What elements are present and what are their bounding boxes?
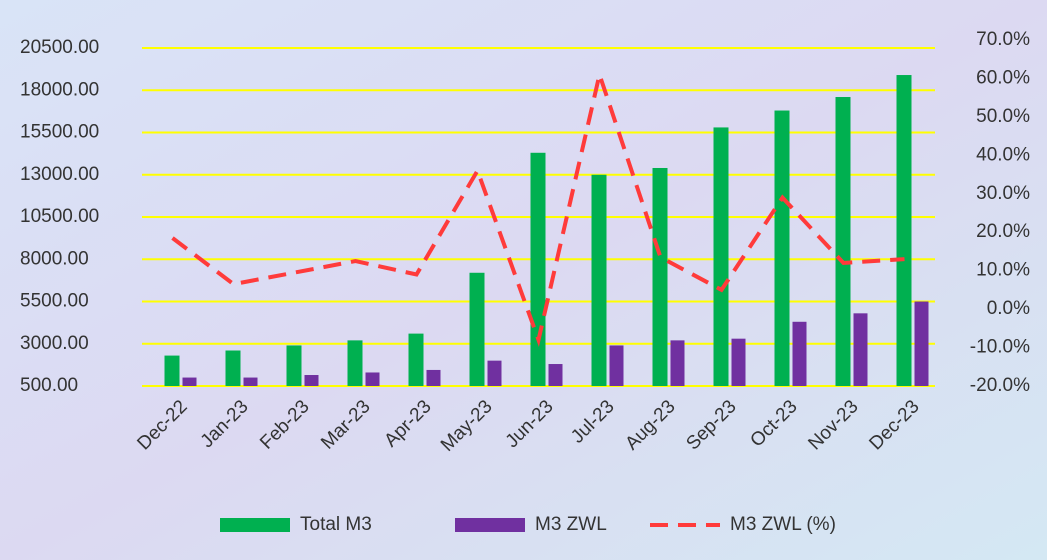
y2-tick-label: 0.0% (987, 298, 1030, 319)
y2-tick-label: 40.0% (976, 144, 1030, 165)
y2-tick-label: 30.0% (976, 183, 1030, 204)
bar (408, 333, 424, 386)
bar (835, 97, 851, 386)
y2-tick-label: 60.0% (976, 67, 1030, 88)
y-tick-label: 18000.00 (20, 79, 99, 100)
bar (609, 345, 624, 386)
bar (469, 272, 485, 386)
bar (286, 345, 302, 386)
y2-tick-label: -10.0% (970, 337, 1030, 358)
y2-tick-label: -20.0% (970, 375, 1030, 396)
bar (487, 360, 502, 386)
bar (713, 127, 729, 387)
bar (652, 167, 668, 386)
bar (164, 355, 180, 386)
y-tick-label: 13000.00 (20, 164, 99, 185)
bar (225, 350, 241, 386)
legend-swatch (455, 518, 525, 532)
bar (182, 377, 197, 386)
bar (853, 313, 868, 386)
y2-tick-label: 70.0% (976, 29, 1030, 50)
bar (731, 338, 746, 386)
y-tick-label: 8000.00 (20, 248, 89, 269)
y-tick-label: 5500.00 (20, 291, 89, 312)
y-tick-label: 3000.00 (20, 333, 89, 354)
bar (914, 301, 929, 386)
bar (896, 75, 912, 386)
bar (347, 340, 363, 386)
legend-label: Total M3 (300, 514, 372, 535)
legend-label: M3 ZWL (%) (730, 514, 836, 535)
y-tick-label: 20500.00 (20, 37, 99, 58)
bar (243, 377, 258, 386)
legend-label: M3 ZWL (535, 514, 607, 535)
bar (670, 340, 685, 386)
bar (548, 364, 563, 386)
bar (426, 369, 441, 386)
bar (530, 152, 546, 386)
bar (792, 321, 807, 386)
bar (774, 110, 790, 386)
y-tick-label: 500.00 (20, 375, 78, 396)
bar (591, 174, 607, 386)
y-tick-label: 10500.00 (20, 206, 99, 227)
y2-tick-label: 10.0% (976, 260, 1030, 281)
bar (304, 375, 319, 386)
y-tick-label: 15500.00 (20, 122, 99, 143)
line (171, 67, 905, 347)
bar (365, 372, 380, 386)
y2-tick-label: 20.0% (976, 221, 1030, 242)
y2-tick-label: 50.0% (976, 106, 1030, 127)
legend-swatch (220, 518, 290, 532)
